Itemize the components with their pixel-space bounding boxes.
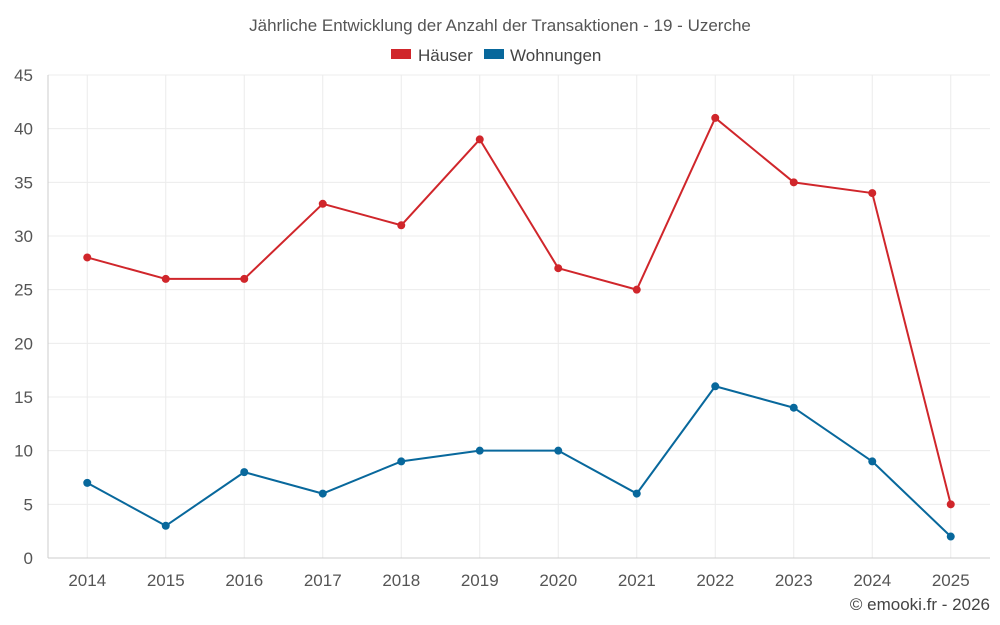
y-tick-label: 0 (24, 549, 33, 568)
y-tick-label: 25 (14, 281, 33, 300)
x-tick-label: 2019 (461, 571, 499, 590)
chart-title: Jährliche Entwicklung der Anzahl der Tra… (249, 16, 751, 35)
grid (48, 74, 990, 558)
x-tick-label: 2021 (618, 571, 656, 590)
y-tick-label: 20 (14, 334, 33, 353)
series-haeuser (83, 113, 955, 509)
data-point-haeuser[interactable] (475, 135, 484, 144)
data-point-wohnungen[interactable] (789, 403, 798, 412)
series-wohnungen (83, 382, 955, 541)
y-tick-label: 10 (14, 442, 33, 461)
y-tick-label: 30 (14, 227, 33, 246)
data-point-wohnungen[interactable] (632, 489, 641, 498)
y-tick-label: 45 (14, 66, 33, 85)
data-point-wohnungen[interactable] (475, 446, 484, 455)
data-point-wohnungen[interactable] (554, 446, 563, 455)
data-point-haeuser[interactable] (161, 274, 170, 283)
data-point-haeuser[interactable] (632, 285, 641, 294)
series-line-wohnungen (86, 385, 952, 538)
series-group (83, 113, 955, 541)
x-tick-label: 2024 (853, 571, 891, 590)
x-axis: 2014 2015 2016 2017 2018 2019 2020 2021 2022 2023… (48, 557, 990, 590)
y-tick-label: 35 (14, 173, 33, 192)
legend-label-haeuser[interactable]: Häuser (418, 46, 473, 65)
x-tick-label: 2017 (304, 571, 342, 590)
x-tick-label: 2015 (147, 571, 185, 590)
data-point-wohnungen[interactable] (83, 478, 92, 487)
data-point-haeuser[interactable] (318, 199, 327, 208)
data-point-haeuser[interactable] (83, 253, 92, 262)
y-tick-label: 40 (14, 120, 33, 139)
x-tick-label: 2022 (696, 571, 734, 590)
data-point-haeuser[interactable] (946, 500, 955, 509)
x-tick-label: 2025 (932, 571, 970, 590)
data-point-haeuser[interactable] (554, 264, 563, 273)
x-tick-label: 2018 (382, 571, 420, 590)
data-point-haeuser[interactable] (397, 221, 406, 230)
x-tick-label: 2014 (68, 571, 106, 590)
data-point-haeuser[interactable] (789, 178, 798, 187)
y-tick-label: 15 (14, 388, 33, 407)
legend-label-wohnungen[interactable]: Wohnungen (510, 46, 601, 65)
data-point-haeuser[interactable] (868, 189, 877, 198)
legend: Häuser Wohnungen (391, 46, 601, 65)
data-point-haeuser[interactable] (711, 113, 720, 122)
legend-swatch-haeuser (391, 49, 411, 59)
series-line-haeuser (86, 116, 952, 505)
data-point-wohnungen[interactable] (397, 457, 406, 466)
data-point-wohnungen[interactable] (711, 382, 720, 391)
legend-swatch-wohnungen (484, 49, 504, 59)
data-point-wohnungen[interactable] (161, 521, 170, 530)
y-tick-label: 5 (24, 495, 33, 514)
x-tick-label: 2016 (225, 571, 263, 590)
credit: © emooki.fr - 2026 (849, 595, 990, 614)
y-axis: 0 5 10 15 20 25 30 35 40 45 (14, 66, 49, 568)
data-point-wohnungen[interactable] (318, 489, 327, 498)
x-tick-label: 2023 (775, 571, 813, 590)
x-tick-label: 2020 (539, 571, 577, 590)
data-point-wohnungen[interactable] (868, 457, 877, 466)
data-point-haeuser[interactable] (240, 274, 249, 283)
data-point-wohnungen[interactable] (240, 468, 249, 477)
data-point-wohnungen[interactable] (946, 532, 955, 541)
